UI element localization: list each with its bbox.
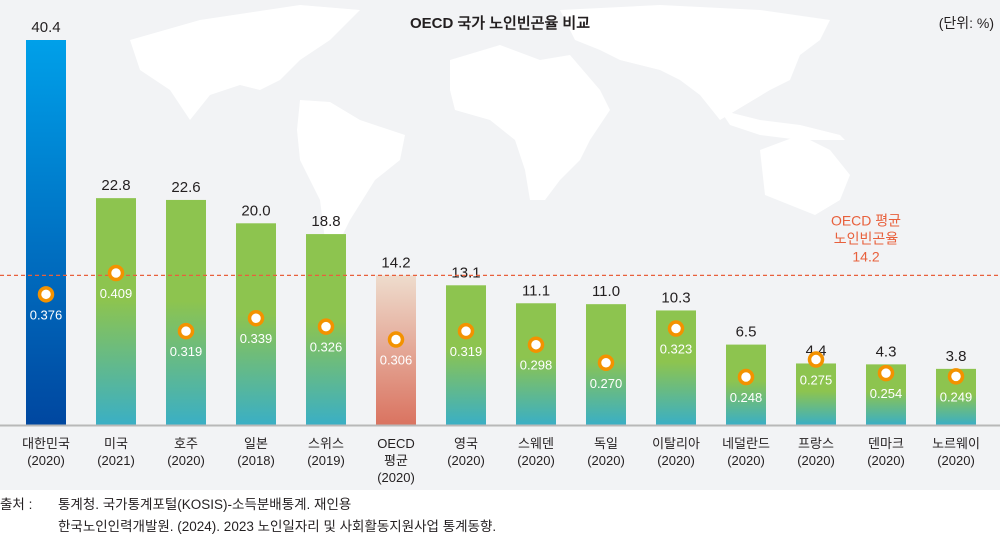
gini-marker-13	[947, 368, 965, 385]
markers: 0.376 0.409 0.319 0.339 0.326 0.306 0.319 0.298…	[30, 264, 973, 405]
category-year-0: (2020)	[27, 453, 65, 468]
category-name-9: 이탈리아	[652, 436, 700, 451]
bar-0	[26, 40, 66, 425]
unit-label: (단위: %)	[939, 15, 994, 31]
category-name-5: 평균	[384, 453, 408, 468]
gini-label-3: 0.339	[240, 331, 273, 346]
gini-label-6: 0.319	[450, 344, 483, 359]
category-name-2: 호주	[174, 436, 198, 451]
bars: 40.4 22.8 22.6 20.0 18.8 14.2 13.1 11.1 11.0 10.3…	[26, 19, 976, 425]
gini-label-1: 0.409	[100, 286, 133, 301]
gini-marker-11	[807, 351, 825, 368]
category-name-10: 네덜란드	[722, 436, 770, 451]
category-name-11: 프랑스	[798, 436, 834, 451]
value-label-8: 11.0	[592, 283, 620, 300]
category-name-13: 노르웨이	[932, 436, 980, 451]
value-label-0: 40.4	[31, 19, 60, 36]
category-year-3: (2018)	[237, 453, 275, 468]
oecd-average-annotation-0: OECD 평균	[831, 212, 901, 228]
value-label-3: 20.0	[241, 202, 270, 219]
chart-panel: OECD 국가 노인빈곤율 비교 (단위: %) 40.4 22.8 22.6 20.…	[0, 0, 1000, 490]
map-indonesia	[720, 110, 845, 140]
value-label-13: 3.8	[946, 348, 967, 365]
gini-label-2: 0.319	[170, 344, 203, 359]
gini-label-7: 0.298	[520, 358, 553, 373]
category-year-12: (2020)	[867, 453, 905, 468]
value-label-6: 13.1	[451, 264, 480, 281]
value-label-7: 11.1	[522, 282, 550, 299]
value-label-4: 18.8	[311, 213, 340, 230]
category-name-7: 스웨덴	[518, 436, 554, 451]
gini-marker-6	[457, 322, 475, 340]
gini-marker-7	[527, 336, 545, 353]
gini-marker-10	[737, 368, 755, 386]
gini-label-13: 0.249	[940, 389, 973, 404]
map-asia	[560, 5, 830, 120]
gini-label-11: 0.275	[800, 373, 833, 388]
category-year-6: (2020)	[447, 453, 485, 468]
gini-label-10: 0.248	[730, 390, 763, 405]
bar-6	[446, 285, 486, 425]
gini-marker-12	[877, 364, 895, 382]
gini-label-4: 0.326	[310, 340, 343, 355]
gini-marker-5	[387, 331, 405, 348]
category-year-11: (2020)	[797, 453, 835, 468]
chart: OECD 국가 노인빈곤율 비교 (단위: %) 40.4 22.8 22.6 20.…	[0, 5, 1000, 485]
oecd-average-annotation-2: 14.2	[852, 248, 879, 264]
map-south-america	[297, 100, 405, 250]
oecd-average-annotation-1: 노인빈곤율	[834, 230, 899, 246]
gini-marker-2	[177, 322, 195, 340]
category-name-4: 스위스	[308, 436, 344, 451]
gini-label-8: 0.270	[590, 376, 623, 391]
category-name-3: 일본	[244, 436, 268, 451]
category-year-8: (2020)	[587, 453, 625, 468]
gini-label-9: 0.323	[660, 342, 693, 357]
source-label: 출처 :	[0, 497, 33, 512]
bar-1	[96, 198, 136, 425]
source-line-1: 통계청. 국가통계포털(KOSIS)-소득분배통계. 재인용	[58, 497, 352, 512]
category-year-4: (2019)	[307, 453, 345, 468]
gini-marker-9	[667, 320, 685, 337]
gini-marker-4	[317, 318, 335, 335]
value-label-5: 14.2	[381, 254, 410, 271]
category-name-1: 미국	[104, 436, 128, 451]
value-label-1: 22.8	[101, 177, 130, 194]
category-year-13: (2020)	[937, 453, 975, 468]
bar-11	[796, 363, 836, 425]
category-year-7: (2020)	[517, 453, 555, 468]
category-name-6: 영국	[454, 436, 478, 451]
gini-label-0: 0.376	[30, 307, 63, 322]
gini-marker-3	[247, 309, 265, 327]
gini-marker-0	[37, 286, 55, 303]
category-year-5: (2020)	[377, 470, 415, 485]
gini-marker-1	[107, 264, 125, 282]
value-label-12: 4.3	[876, 343, 897, 360]
map-europe-africa	[450, 45, 610, 200]
category-name-5: OECD	[377, 436, 415, 451]
category-name-8: 독일	[594, 436, 618, 451]
source-note: 출처 : 통계청. 국가통계포털(KOSIS)-소득분배통계. 재인용 한국노인…	[0, 494, 1000, 538]
category-labels: 대한민국 (2020) 미국 (2021) 호주 (2020) 일본 (2018) 스위스 (20…	[22, 436, 980, 485]
category-year-10: (2020)	[727, 453, 765, 468]
bar-7	[516, 303, 556, 425]
gini-label-12: 0.254	[870, 386, 903, 401]
value-label-9: 10.3	[661, 289, 690, 306]
bar-2	[166, 199, 206, 425]
bar-5	[376, 275, 416, 425]
category-name-0: 대한민국	[22, 436, 70, 451]
category-name-12: 덴마크	[868, 436, 904, 451]
source-line-2: 한국노인인력개발원. (2024). 2023 노인일자리 및 사회활동지원사업…	[58, 519, 497, 534]
map-north-america	[130, 5, 360, 120]
category-year-2: (2020)	[167, 453, 205, 468]
gini-label-5: 0.306	[380, 353, 413, 368]
category-year-9: (2020)	[657, 453, 695, 468]
value-label-10: 6.5	[736, 324, 757, 341]
value-label-2: 22.6	[171, 179, 200, 196]
chart-title: OECD 국가 노인빈곤율 비교	[410, 14, 590, 32]
gini-marker-8	[597, 354, 615, 372]
category-year-1: (2021)	[97, 453, 135, 468]
world-map-background	[130, 5, 850, 250]
map-oceania	[760, 135, 850, 215]
